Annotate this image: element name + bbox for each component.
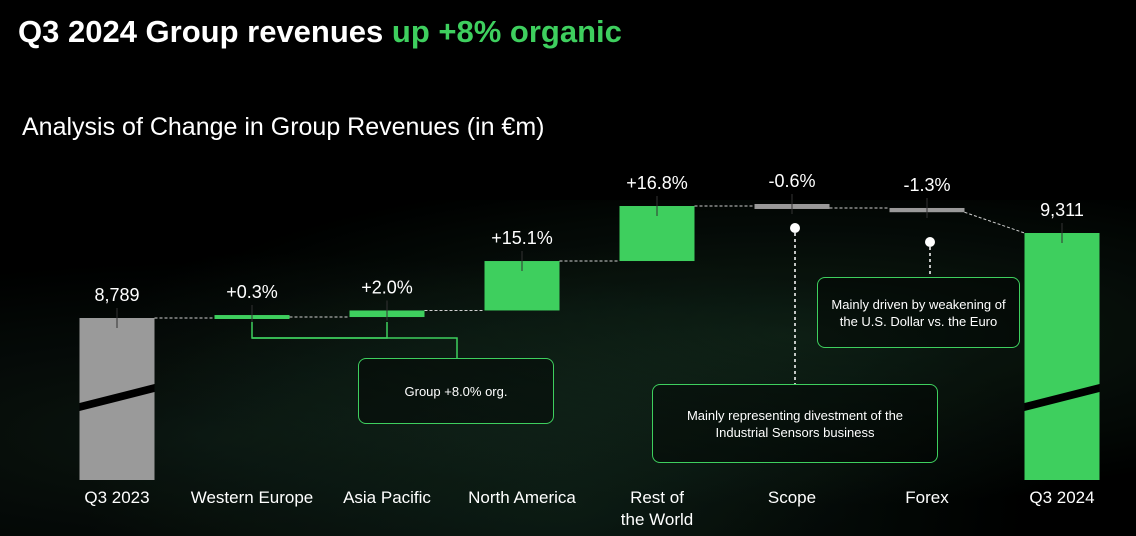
forex-pointer-dot xyxy=(925,237,935,247)
data-label-7: 9,311 xyxy=(1040,200,1084,220)
background-texture xyxy=(0,200,1136,536)
category-label-6: Forex xyxy=(905,488,949,507)
organic-bracket-stem xyxy=(252,337,458,358)
scope-pointer-dot xyxy=(790,223,800,233)
data-label-5: -0.6% xyxy=(768,171,815,191)
data-label-1: +0.3% xyxy=(226,282,278,302)
data-label-6: -1.3% xyxy=(903,175,950,195)
category-label-5: Scope xyxy=(768,488,816,507)
axis-break-start xyxy=(79,384,155,411)
title-accent: up +8% organic xyxy=(391,14,622,49)
connector-6 xyxy=(964,211,1025,234)
axis-break-end xyxy=(1024,384,1100,411)
data-label-3: +15.1% xyxy=(491,228,553,248)
category-label-0: Q3 2023 xyxy=(84,488,149,507)
category-label-4-line1: the World xyxy=(621,510,693,529)
organic-bracket xyxy=(251,322,388,339)
bar-7 xyxy=(1024,233,1100,480)
category-label-4: Rest of xyxy=(630,488,684,507)
data-label-2: +2.0% xyxy=(361,277,413,297)
organic-growth-note: Group +8.0% org. xyxy=(358,358,554,424)
category-label-2: Asia Pacific xyxy=(343,488,431,507)
category-label-3: North America xyxy=(468,488,576,507)
forex-note: Mainly driven by weakening of the U.S. D… xyxy=(817,277,1020,348)
page-title: Q3 2024 Group revenues up +8% organic xyxy=(18,14,622,50)
data-label-4: +16.8% xyxy=(626,173,688,193)
title-main: Q3 2024 Group revenues xyxy=(18,14,384,49)
chart-subtitle: Analysis of Change in Group Revenues (in… xyxy=(22,113,545,141)
scope-note: Mainly representing divestment of the In… xyxy=(652,384,938,463)
data-label-0: 8,789 xyxy=(94,285,139,305)
category-label-1: Western Europe xyxy=(191,488,314,507)
category-label-7: Q3 2024 xyxy=(1029,488,1094,507)
